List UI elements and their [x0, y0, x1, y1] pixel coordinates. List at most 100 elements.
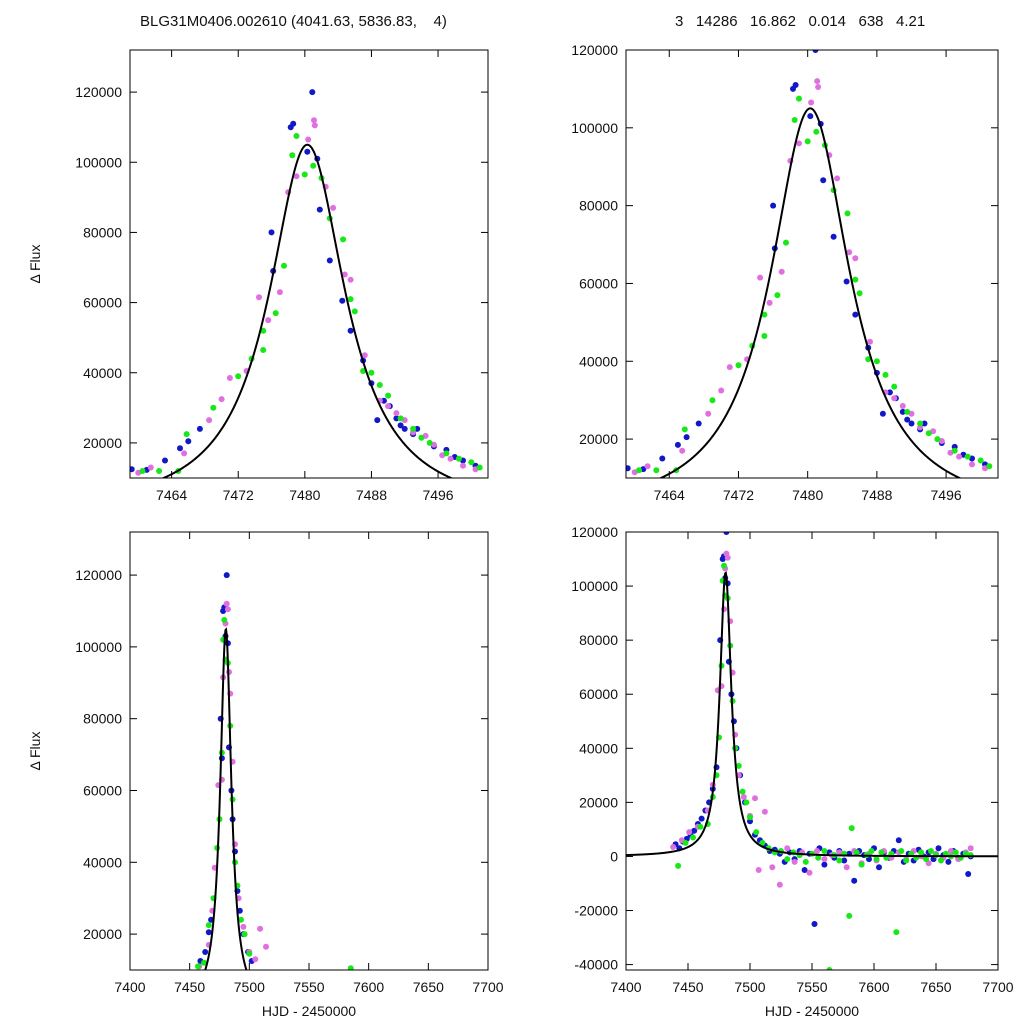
data-point — [235, 373, 242, 380]
data-point — [821, 856, 828, 863]
y-tick-label: 60000 — [579, 686, 618, 702]
data-point — [226, 375, 233, 381]
data-point — [162, 457, 168, 464]
y-tick-label: 120000 — [75, 567, 122, 583]
data-point — [246, 950, 253, 957]
data-point — [867, 338, 873, 345]
data-point — [891, 395, 898, 402]
data-point — [761, 808, 768, 815]
data-point — [455, 455, 462, 462]
y-tick-label: 100000 — [75, 639, 122, 655]
x-tick-label: 7472 — [223, 487, 254, 503]
data-point — [368, 369, 375, 376]
data-point — [783, 239, 789, 246]
data-point — [853, 849, 860, 856]
data-point — [796, 140, 802, 147]
data-point — [670, 844, 677, 850]
data-point — [196, 425, 203, 432]
data-point — [260, 327, 267, 334]
data-point — [443, 450, 450, 457]
x-tick-label: 7488 — [861, 487, 892, 503]
data-point — [330, 204, 337, 211]
data-point — [908, 420, 915, 427]
data-point — [815, 84, 822, 90]
data-point — [130, 466, 135, 473]
data-point — [223, 600, 230, 607]
y-tick-label: 80000 — [83, 711, 122, 727]
y-tick-label: 40000 — [579, 353, 618, 369]
data-point — [784, 845, 791, 852]
data-point — [903, 857, 910, 864]
data-point — [723, 532, 730, 535]
data-point — [747, 818, 753, 825]
data-point — [852, 255, 859, 262]
data-point — [844, 210, 851, 217]
data-point — [846, 249, 853, 256]
data-point — [351, 308, 358, 315]
data-point — [311, 117, 317, 124]
data-point — [766, 299, 773, 306]
plot-frame — [625, 531, 999, 971]
data-point — [815, 854, 822, 861]
data-point — [876, 864, 882, 871]
data-point — [967, 845, 974, 852]
data-point — [147, 464, 154, 471]
data-point — [347, 327, 354, 334]
data-point — [659, 455, 666, 462]
y-tick-label: 80000 — [579, 198, 618, 214]
model-curve — [658, 107, 962, 478]
data-point — [938, 857, 944, 864]
y-tick-label: 60000 — [83, 782, 122, 798]
y-tick-label: 0 — [610, 848, 618, 864]
data-point — [724, 554, 731, 561]
model-curve — [204, 627, 248, 970]
y-tick-label: 80000 — [83, 224, 122, 240]
data-point — [309, 89, 316, 96]
data-point — [268, 229, 275, 236]
data-point — [293, 133, 300, 139]
x-tick-label: 7700 — [472, 979, 503, 995]
data-point — [784, 856, 791, 863]
data-point — [360, 368, 367, 374]
data-point — [293, 173, 300, 180]
data-point — [177, 445, 183, 452]
data-point — [956, 453, 963, 460]
plot-frame — [625, 49, 999, 479]
y-tick-label: 40000 — [579, 740, 618, 756]
data-point — [925, 430, 932, 437]
data-point — [347, 965, 354, 970]
data-point — [311, 122, 318, 129]
x-tick-label: 7450 — [174, 979, 205, 995]
data-point — [759, 839, 766, 846]
data-point — [776, 881, 783, 888]
data-point — [814, 848, 820, 854]
y-tick-label: 60000 — [83, 295, 122, 311]
y-axis-label: Δ Flux — [27, 732, 43, 771]
y-tick-label: 60000 — [579, 275, 618, 291]
data-point — [414, 425, 421, 432]
x-tick-label: 7500 — [734, 979, 765, 995]
data-point — [202, 949, 209, 955]
data-points — [130, 89, 483, 476]
data-point — [206, 417, 213, 424]
data-point — [281, 262, 287, 269]
data-point — [898, 848, 905, 854]
data-point — [682, 839, 689, 846]
data-point — [947, 848, 954, 854]
y-tick-label: 100000 — [571, 578, 618, 594]
data-point — [347, 276, 354, 283]
data-point — [675, 862, 682, 869]
data-point — [674, 441, 681, 448]
y-tick-label: 20000 — [579, 794, 618, 810]
data-point — [339, 297, 346, 304]
data-point — [265, 317, 272, 324]
data-point — [305, 136, 312, 143]
x-axis-label: HJD - 2450000 — [262, 1003, 356, 1019]
data-point — [181, 450, 188, 457]
x-tick-label: 7600 — [858, 979, 889, 995]
data-point — [272, 310, 279, 317]
object-id-header: BLG31M0406.002610 (4041.63, 5836.83, 4) — [140, 13, 447, 30]
data-point — [856, 290, 863, 297]
data-point — [807, 113, 814, 120]
data-point — [709, 397, 716, 404]
